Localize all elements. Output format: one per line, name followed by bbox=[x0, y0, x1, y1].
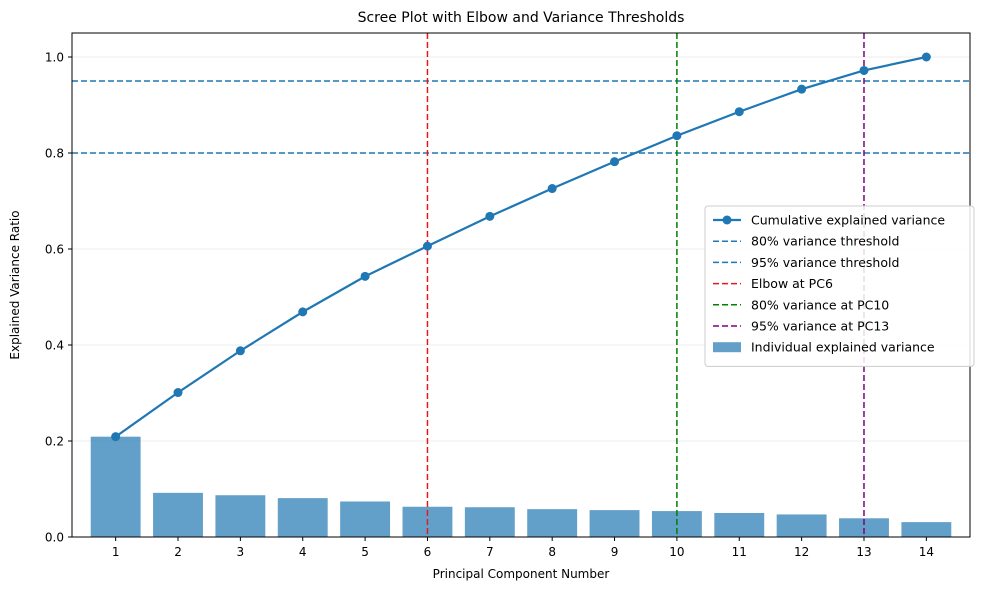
cumulative-point bbox=[173, 388, 183, 398]
y-tick-label: 1.0 bbox=[45, 51, 64, 65]
bar bbox=[215, 495, 266, 537]
x-tick-label: 2 bbox=[174, 545, 182, 559]
legend-label: 80% variance threshold bbox=[751, 234, 899, 249]
bar bbox=[153, 492, 203, 537]
bar bbox=[901, 522, 952, 537]
bar bbox=[589, 510, 640, 537]
y-tick-label: 0.4 bbox=[45, 339, 64, 353]
cumulative-point bbox=[610, 157, 620, 167]
x-tick-label: 14 bbox=[919, 545, 934, 559]
x-tick-label: 6 bbox=[424, 545, 432, 559]
y-axis-label: Explained Variance Ratio bbox=[8, 210, 22, 359]
x-tick-label: 5 bbox=[361, 545, 369, 559]
legend-label: Cumulative explained variance bbox=[751, 213, 945, 228]
bar bbox=[839, 518, 889, 537]
cumulative-point bbox=[360, 271, 370, 281]
cumulative-point bbox=[672, 131, 682, 141]
x-tick-label: 12 bbox=[794, 545, 809, 559]
x-tick-label: 1 bbox=[112, 545, 120, 559]
cumulative-point bbox=[485, 211, 495, 221]
cumulative-point bbox=[547, 184, 557, 194]
x-axis-ticks: 1 2 3 4 5 6 7 8 9 10 11 12 13 14 bbox=[112, 537, 934, 559]
chart-title: Scree Plot with Elbow and Variance Thres… bbox=[358, 10, 685, 26]
x-tick-label: 11 bbox=[732, 545, 747, 559]
x-tick-label: 10 bbox=[669, 545, 684, 559]
cumulative-line bbox=[111, 52, 931, 442]
cumulative-point bbox=[734, 107, 744, 117]
y-tick-label: 0.6 bbox=[45, 243, 64, 257]
cumulative-point bbox=[298, 307, 308, 317]
cumulative-point bbox=[111, 432, 121, 442]
cumulative-point bbox=[235, 346, 245, 356]
cumulative-point bbox=[921, 52, 931, 62]
bar bbox=[90, 436, 141, 537]
legend-label: Elbow at PC6 bbox=[751, 276, 833, 291]
cumulative-point bbox=[422, 241, 432, 251]
y-tick-label: 0.0 bbox=[45, 531, 64, 545]
x-axis-label: Principal Component Number bbox=[433, 567, 610, 581]
y-tick-label: 0.8 bbox=[45, 147, 64, 161]
bar bbox=[464, 507, 515, 537]
bar bbox=[277, 498, 328, 537]
cumulative-point bbox=[797, 84, 807, 94]
cumulative-series-line bbox=[115, 55, 927, 438]
x-tick-label: 7 bbox=[486, 545, 494, 559]
cumulative-point bbox=[859, 65, 869, 75]
x-tick-label: 13 bbox=[856, 545, 871, 559]
x-tick-label: 9 bbox=[611, 545, 619, 559]
bar bbox=[527, 509, 578, 537]
bar bbox=[340, 501, 391, 537]
legend-label: 95% variance threshold bbox=[751, 255, 899, 270]
y-axis-ticks: 0.0 0.2 0.4 0.6 0.8 1.0 bbox=[45, 51, 72, 545]
x-tick-label: 3 bbox=[237, 545, 245, 559]
legend-swatch-marker bbox=[722, 215, 732, 225]
legend: Cumulative explained variance 80% varianc… bbox=[704, 205, 975, 367]
x-tick-label: 4 bbox=[299, 545, 307, 559]
legend-label: 95% variance at PC13 bbox=[751, 319, 889, 334]
bar bbox=[714, 513, 765, 537]
legend-swatch-bar bbox=[713, 342, 741, 353]
y-tick-label: 0.2 bbox=[45, 435, 64, 449]
x-tick-label: 8 bbox=[548, 545, 556, 559]
legend-box bbox=[704, 205, 975, 367]
legend-label: 80% variance at PC10 bbox=[751, 297, 889, 312]
legend-label: Individual explained variance bbox=[751, 340, 935, 355]
bar bbox=[776, 514, 827, 537]
